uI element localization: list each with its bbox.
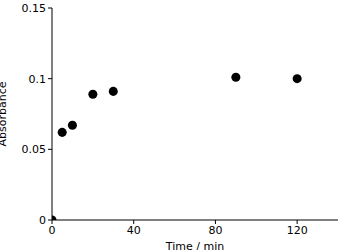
- svg-text:80: 80: [208, 224, 222, 237]
- svg-text:0: 0: [49, 224, 56, 237]
- svg-text:Absorbance: Absorbance: [8, 81, 9, 146]
- svg-text:0.05: 0.05: [22, 143, 47, 156]
- svg-text:40: 40: [127, 224, 141, 237]
- svg-text:0: 0: [39, 214, 46, 227]
- svg-text:0.1: 0.1: [29, 73, 47, 86]
- svg-text:Time / min: Time / min: [165, 240, 224, 250]
- svg-text:120: 120: [287, 224, 308, 237]
- svg-text:0.15: 0.15: [22, 2, 47, 15]
